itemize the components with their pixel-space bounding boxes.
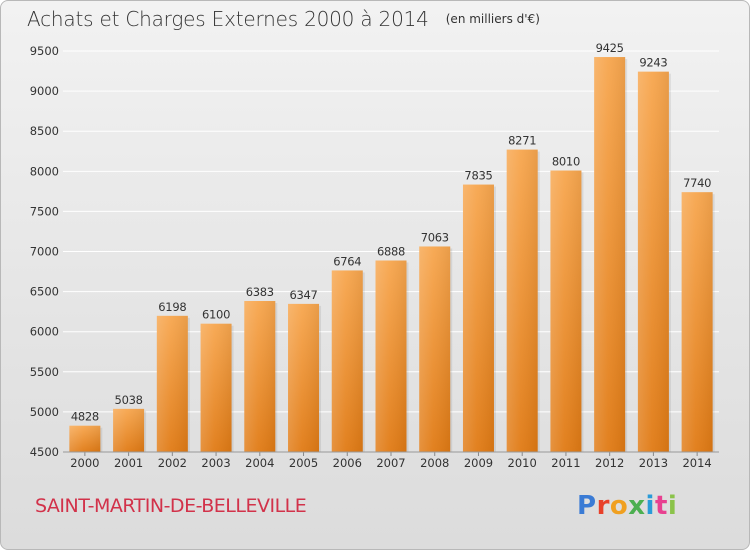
bar-shine	[594, 57, 626, 452]
x-axis: 2000 2001 2002 2003 2004 2005 2006 2007 2008 2009…	[63, 451, 719, 470]
x-tick-label: 2001	[114, 456, 143, 470]
data-label: 6347	[289, 288, 317, 302]
data-label: 6888	[377, 245, 405, 259]
y-tick-label: 7500	[30, 204, 59, 218]
y-tick-label: 6500	[30, 285, 59, 299]
bar-2007	[375, 260, 409, 452]
data-label: 8010	[552, 155, 580, 169]
x-tick-label: 2000	[70, 456, 99, 470]
bar-shine	[288, 303, 320, 452]
bar-shine	[331, 270, 363, 452]
bar-shine	[637, 71, 669, 452]
data-label: 6383	[246, 285, 274, 299]
y-tick-label: 6000	[30, 325, 59, 339]
bar-shine	[69, 425, 101, 452]
y-tick-label: 9500	[30, 44, 59, 58]
logo-letter: P	[577, 491, 597, 521]
chart-title: Achats et Charges Externes 2000 à 2014	[27, 7, 429, 31]
bar-shine	[244, 300, 276, 452]
y-tick-label: 8000	[30, 164, 59, 178]
bar-shine	[156, 315, 188, 452]
title-row: Achats et Charges Externes 2000 à 2014 (…	[27, 7, 540, 31]
commune-name: SAINT-MARTIN-DE-BELLEVILLE	[35, 495, 307, 517]
bar-shine	[506, 149, 538, 453]
logo-letter: i	[645, 491, 655, 521]
bar-shine	[200, 323, 232, 452]
y-tick-label: 7000	[30, 245, 59, 259]
bar-2011	[550, 170, 584, 452]
bar-shine	[550, 170, 582, 452]
logo-letter: r	[596, 491, 610, 521]
bar-shine	[462, 184, 494, 452]
x-tick-label: 2007	[376, 456, 405, 470]
data-label: 9425	[596, 41, 624, 55]
logo-letter: i	[667, 491, 678, 521]
chart-unit: (en milliers d'€)	[445, 12, 540, 26]
data-label: 6198	[158, 300, 186, 314]
data-label: 4828	[71, 410, 99, 424]
data-label: 6764	[333, 254, 361, 268]
bar-2002	[156, 315, 190, 452]
y-axis: 4500 5000 5500 6000 6500 7000 7500 8000 8500 9000…	[30, 44, 59, 459]
logo-letter: x	[628, 491, 646, 521]
bar-2012	[594, 57, 628, 452]
bar-2006	[331, 270, 365, 452]
data-label: 7835	[464, 169, 492, 183]
bar-2013	[637, 71, 671, 452]
bar-2005	[288, 303, 322, 452]
bar-shine	[375, 260, 407, 452]
data-labels: 4828 5038 6198 6100 6383 6347 6764 6888 7063 7835…	[71, 41, 712, 424]
data-label: 5038	[115, 393, 143, 407]
bar-2010	[506, 149, 540, 453]
x-tick-label: 2002	[158, 456, 187, 470]
data-label: 9243	[639, 56, 667, 70]
y-tick-label: 5500	[30, 365, 59, 379]
x-tick-label: 2009	[464, 456, 493, 470]
y-tick-label: 8500	[30, 124, 59, 138]
y-tick-label: 9000	[30, 84, 59, 98]
bar-shine	[113, 408, 145, 452]
x-tick-label: 2012	[595, 456, 624, 470]
x-tick-label: 2006	[333, 456, 362, 470]
bar-2001	[113, 408, 147, 452]
x-tick-label: 2014	[682, 456, 711, 470]
x-tick-label: 2004	[245, 456, 274, 470]
y-tick-label: 5000	[30, 405, 59, 419]
logo-letter: t	[654, 491, 668, 521]
bar-2003	[200, 323, 234, 452]
bar-2009	[462, 184, 496, 452]
x-tick-label: 2011	[551, 456, 580, 470]
bar-2004	[244, 300, 278, 452]
x-tick-label: 2003	[201, 456, 230, 470]
bars	[69, 57, 715, 453]
x-tick-label: 2005	[289, 456, 318, 470]
proxiti-logo[interactable]: Proxiti	[577, 491, 677, 521]
y-tick-label: 4500	[30, 445, 59, 459]
data-label: 6100	[202, 308, 230, 322]
x-tick-label: 2008	[420, 456, 449, 470]
x-tick-label: 2010	[508, 456, 537, 470]
bar-shine	[419, 246, 451, 452]
data-label: 8271	[508, 134, 536, 148]
logo-letter: o	[609, 491, 629, 521]
x-tick-label: 2013	[639, 456, 668, 470]
bar-2014	[681, 192, 715, 452]
bar-shine	[681, 192, 713, 452]
bar-2000	[69, 425, 103, 452]
bar-2008	[419, 246, 453, 452]
data-label: 7063	[421, 230, 449, 244]
data-label: 7740	[683, 176, 711, 190]
